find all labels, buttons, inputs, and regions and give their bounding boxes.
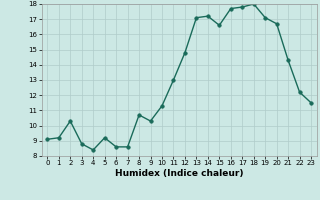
X-axis label: Humidex (Indice chaleur): Humidex (Indice chaleur) [115, 169, 244, 178]
